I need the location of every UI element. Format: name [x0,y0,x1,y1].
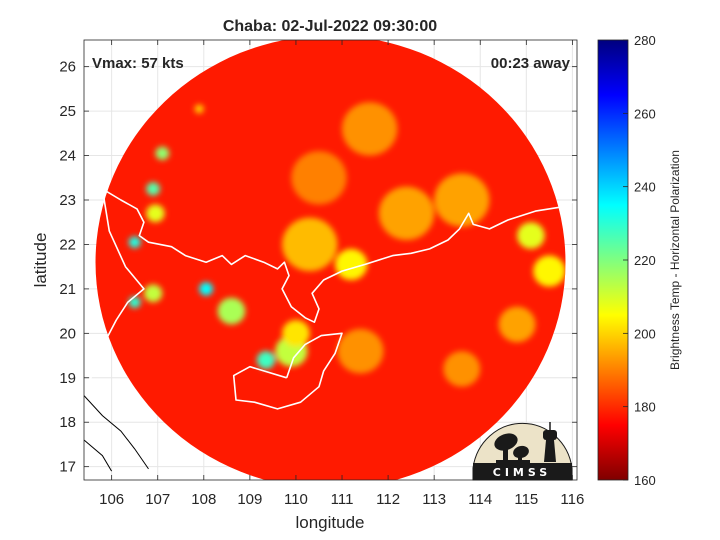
colorbar-ticks: 160 180 200 220 240 260 280 [623,33,656,488]
tb-feature [342,102,398,156]
x-tick-label: 108 [191,491,216,508]
x-tick-label: 109 [237,491,262,508]
vmax-annotation: Vmax: 57 kts [92,55,184,72]
x-tick-label: 115 [514,491,538,508]
tb-feature [291,151,347,205]
tick-layer: 106 107 108 109 110 111 112 113 114 115 116 17 18 19 2… [59,40,584,508]
tb-feature [128,296,141,308]
water-tower-icon [543,422,557,462]
logo-banner [473,463,572,480]
coastline [84,185,577,324]
tb-feature [517,222,545,249]
tb-feature [498,306,536,343]
x-tick-label: 116 [560,491,584,508]
y-tick-label: 17 [59,459,76,476]
y-tick-label: 24 [59,148,76,165]
colorbar-tick-label: 280 [634,33,656,48]
y-tick-label: 23 [59,192,76,209]
colorbar-tick-label: 220 [634,253,656,268]
colorbar-tick-label: 180 [634,400,656,415]
x-tick-label: 110 [284,491,308,508]
cimss-logo: CIMSS [472,422,573,481]
colorbar-tick-label: 200 [634,326,656,341]
tb-feature [128,236,141,249]
coastline [232,332,343,410]
x-tick-label: 106 [99,491,124,508]
y-tick-label: 26 [59,59,76,76]
tb-feature [434,173,490,227]
satellite-dish-icon [494,433,530,464]
y-tick-label: 21 [59,281,76,298]
y-tick-label: 22 [59,236,76,253]
tb-feature [194,104,204,114]
tb-feature [256,351,276,369]
x-tick-label: 114 [468,491,492,508]
tb-feature [199,282,214,296]
x-axis-label: longitude [295,513,364,532]
y-tick-label: 18 [59,414,76,431]
coastline [84,188,145,392]
country-border [84,395,149,470]
tb-feature [282,217,338,272]
axes-box [83,39,578,481]
tb-feature [337,328,384,374]
tb-feature [143,284,163,303]
x-tick-label: 112 [376,491,400,508]
tb-feature [146,204,165,223]
colorbar-tick-label: 260 [634,106,656,121]
tb-feature [282,320,310,347]
tb-feature [217,297,246,325]
tb-feature [533,255,566,287]
y-tick-label: 19 [59,370,76,387]
chart-title: Chaba: 02-Jul-2022 09:30:00 [223,18,437,35]
x-tick-label: 113 [422,491,446,508]
y-tick-label: 25 [59,103,76,120]
y-axis-label: latitude [31,233,50,288]
swath-disc [95,40,566,480]
colorbar-tick-label: 240 [634,180,656,195]
swath-layer [95,40,566,480]
logo-text: CIMSS [493,466,551,479]
tb-feature [155,146,170,160]
coastline-layer [84,185,577,472]
feature-group [128,102,566,387]
tb-feature [443,351,481,387]
y-tick-label: 20 [59,325,76,342]
tb-feature [378,186,435,240]
colorbar-tick-label: 160 [634,473,656,488]
tb-feature [335,248,368,280]
tb-feature [146,182,161,196]
x-tick-label: 107 [145,491,170,508]
time-away-annotation: 00:23 away [491,55,571,72]
country-border [84,439,113,472]
x-tick-label: 111 [331,491,354,508]
colorbar-label: Brightness Temp - Horizontal Polarizatio… [668,150,682,370]
